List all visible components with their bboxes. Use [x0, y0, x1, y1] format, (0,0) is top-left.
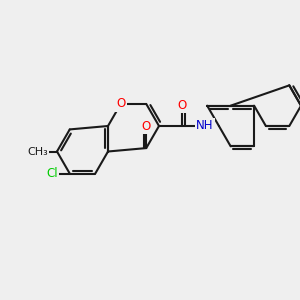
Text: O: O: [116, 98, 125, 110]
Text: O: O: [177, 99, 187, 112]
Text: NH: NH: [196, 119, 214, 133]
Text: O: O: [142, 120, 151, 133]
Text: CH₃: CH₃: [27, 146, 48, 157]
Text: Cl: Cl: [46, 167, 58, 180]
